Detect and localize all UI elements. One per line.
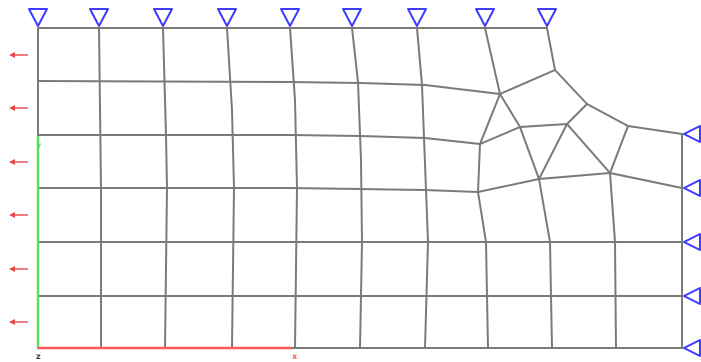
mesh-row-line — [37, 134, 481, 145]
mesh-transition-line — [586, 103, 683, 135]
pin-support-icon — [89, 8, 109, 27]
mesh-transition-line — [499, 93, 540, 180]
load-arrow-icon — [9, 159, 28, 165]
right-supports — [683, 125, 701, 357]
mesh-row-line — [37, 80, 501, 95]
x-axis-label: x — [292, 352, 298, 361]
roller-support-icon — [683, 125, 701, 143]
roller-support-icon — [683, 287, 701, 305]
mesh-column-line — [546, 27, 556, 71]
mesh-transition-line — [566, 123, 629, 174]
mesh-column-line — [289, 27, 298, 349]
coordinate-axes: y x z — [36, 136, 298, 361]
pin-support-icon — [280, 8, 300, 27]
mesh — [37, 27, 683, 349]
load-arrow-icon — [9, 266, 28, 272]
top-supports — [28, 8, 557, 27]
load-arrow-icon — [9, 105, 28, 111]
load-arrow-icon — [9, 212, 28, 218]
mesh-column-line — [226, 27, 235, 349]
mesh-column-line — [351, 27, 363, 349]
roller-support-icon — [683, 233, 701, 251]
pin-support-icon — [475, 8, 495, 27]
pin-support-icon — [28, 8, 48, 27]
mesh-column-line — [98, 27, 102, 349]
load-arrow-icon — [9, 52, 28, 58]
pin-support-icon — [342, 8, 362, 27]
mesh-transition-line — [477, 172, 683, 193]
roller-support-icon — [683, 339, 701, 357]
mesh-row-line — [37, 187, 479, 193]
pin-support-icon — [407, 8, 427, 27]
pin-support-icon — [217, 8, 237, 27]
mesh-transition-line — [609, 172, 617, 349]
roller-support-icon — [683, 179, 701, 197]
mesh-transition-line — [538, 178, 553, 349]
mesh-column-line — [162, 27, 168, 349]
load-arrow-icon — [9, 319, 28, 325]
pin-support-icon — [153, 8, 173, 27]
left-loads — [9, 52, 28, 325]
y-axis-label: y — [36, 141, 42, 150]
pin-support-icon — [537, 8, 557, 27]
z-axis-label: z — [36, 352, 41, 361]
mesh-column-line — [477, 27, 501, 349]
mesh-column-line — [416, 27, 429, 349]
